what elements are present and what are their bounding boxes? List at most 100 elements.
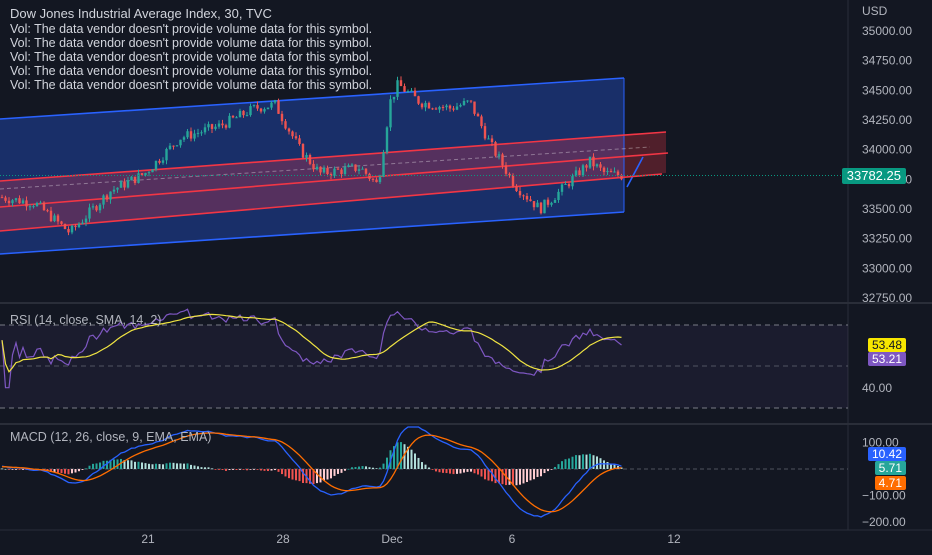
candle-body: [263, 109, 266, 112]
candle-body: [511, 175, 515, 187]
macd-pane-label: MACD (12, 26, close, 9, EMA, EMA): [10, 430, 212, 444]
candle-body: [487, 138, 490, 140]
candle-body: [410, 90, 413, 92]
candle-body: [186, 131, 189, 138]
macd-histogram-bar: [207, 467, 210, 469]
macd-histogram-bar: [4, 468, 7, 470]
candle-body: [270, 102, 273, 108]
macd-histogram-bar: [246, 469, 248, 471]
macd-histogram-bar: [449, 469, 451, 474]
macd-histogram-bar: [445, 469, 448, 474]
candle-body: [112, 189, 116, 192]
macd-histogram-bar: [95, 463, 98, 469]
price-axis-tick: 34750.00: [862, 54, 912, 68]
candle-body: [620, 175, 623, 180]
projection-line: [626, 156, 644, 188]
candle-body: [14, 198, 18, 201]
candle-body: [140, 173, 144, 175]
candle-body: [245, 115, 249, 117]
candle-body: [273, 100, 277, 103]
macd-histogram-bar: [382, 463, 385, 469]
candle-body: [60, 221, 63, 224]
candle-body: [252, 105, 256, 107]
macd-histogram-bar: [120, 458, 122, 469]
macd-histogram-bar: [386, 457, 388, 469]
candle-body: [154, 160, 158, 170]
price-axis-tick: 33250.00: [862, 232, 912, 246]
candle-body: [518, 191, 522, 196]
candle-body: [4, 197, 7, 201]
candle-body: [497, 154, 501, 156]
candle-body: [445, 105, 448, 108]
candle-body: [284, 121, 287, 129]
macd-histogram-bar: [358, 466, 360, 469]
macd-histogram-bar: [183, 463, 185, 469]
candle-body: [602, 167, 606, 172]
candle-body: [469, 100, 473, 102]
price-axis-tick: 34500.00: [862, 83, 912, 97]
candle-body: [221, 123, 224, 126]
candle-body: [361, 168, 364, 170]
macd-histogram-bar: [169, 462, 171, 469]
time-axis-tick: Dec: [381, 532, 402, 546]
macd-histogram-bar: [197, 466, 199, 469]
rsi-value-tag: 53.21: [867, 352, 906, 366]
time-axis-tick: 21: [141, 532, 155, 546]
macd-histogram-bar: [344, 469, 346, 471]
candle-body: [28, 206, 32, 208]
macd-histogram-bar: [550, 469, 553, 470]
candle-body: [179, 139, 182, 146]
price-axis-tick: 34000.00: [862, 143, 912, 157]
candle-body: [476, 113, 480, 117]
candle-body: [242, 110, 245, 116]
signal-line: [1, 432, 622, 513]
candle-body: [329, 174, 333, 176]
candle-body: [315, 166, 319, 170]
macd-histogram-bar: [431, 469, 434, 470]
vol-legend: Vol: The data vendor doesn't provide vol…: [10, 50, 373, 64]
candle-body: [340, 169, 343, 175]
candle-body: [116, 187, 119, 190]
macd-histogram-bar: [57, 469, 59, 473]
candle-body: [424, 102, 427, 108]
candle-body: [235, 117, 238, 119]
candle-body: [259, 108, 263, 112]
candle-body: [592, 156, 595, 167]
macd-histogram-bar: [424, 464, 427, 469]
macd-histogram-bar: [442, 469, 444, 473]
candle-body: [448, 105, 452, 109]
macd-histogram-bar: [417, 457, 420, 469]
candle-body: [161, 160, 165, 163]
macd-histogram-bar: [319, 469, 322, 483]
candle-body: [56, 215, 60, 222]
blue-channel-lower: [0, 211, 625, 255]
candle-body: [228, 115, 231, 128]
candle-body: [441, 106, 445, 108]
candle-body: [126, 180, 130, 188]
candle-body: [508, 173, 511, 176]
macd-histogram-bar: [561, 461, 563, 469]
macd-histogram-bar: [610, 463, 612, 469]
candle-body: [462, 100, 466, 106]
candle-body: [53, 215, 56, 222]
red-channel-lower: [0, 173, 663, 232]
candle-body: [210, 124, 214, 129]
macd-histogram-bar: [249, 469, 252, 470]
candle-body: [203, 127, 207, 133]
time-axis-tick: 12: [667, 532, 681, 546]
macd-histogram-bar: [53, 469, 56, 472]
candle-body: [88, 207, 91, 219]
candle-body: [336, 168, 340, 170]
candle-body: [427, 102, 431, 109]
macd-histogram-bar: [522, 469, 525, 484]
candle-body: [564, 183, 567, 185]
candle-body: [494, 142, 497, 156]
vol-legend: Vol: The data vendor doesn't provide vol…: [10, 64, 373, 78]
candle-body: [403, 86, 406, 92]
macd-histogram-bar: [351, 467, 353, 469]
candle-body: [515, 186, 518, 192]
candle-body: [133, 176, 137, 183]
macd-histogram-bar: [515, 469, 518, 486]
candle-body: [347, 165, 350, 167]
